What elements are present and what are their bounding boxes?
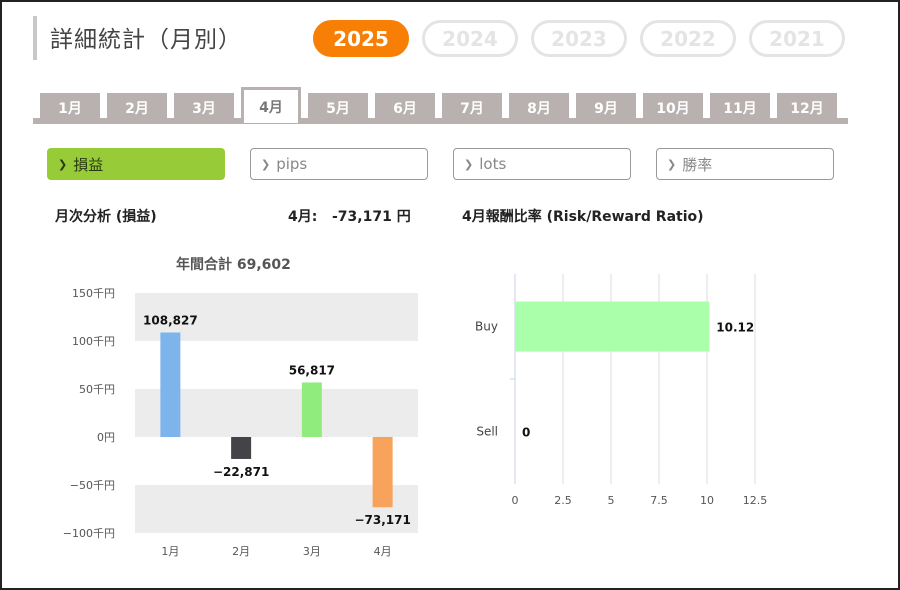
year-button-2021[interactable]: 2021 — [749, 20, 845, 57]
chevron-right-icon: ❯ — [464, 157, 474, 171]
x-tick-label: 5 — [608, 494, 615, 507]
year-selector: 2025 2024 2023 2022 2021 — [313, 20, 845, 57]
x-tick-label: 0 — [512, 494, 519, 507]
title-accent-bar — [33, 16, 37, 60]
metric-tab-winrate[interactable]: ❯ 勝率 — [656, 148, 834, 180]
tab-month-6[interactable]: 6月 — [375, 93, 435, 123]
bar-2月 — [231, 437, 252, 459]
tab-month-3[interactable]: 3月 — [174, 93, 234, 123]
monthly-analysis-label: 月次分析 (損益) — [55, 209, 157, 225]
chevron-right-icon: ❯ — [667, 157, 677, 171]
tab-month-9[interactable]: 9月 — [576, 93, 636, 123]
chart-title: 年間合計 69,602 — [176, 257, 291, 273]
tab-month-12[interactable]: 12月 — [777, 93, 837, 123]
metric-tabs: ❯ 損益 ❯ pips ❯ lots ❯ 勝率 — [47, 148, 834, 180]
month-tabs: 1月 2月 3月 4月 5月 6月 7月 8月 9月 10月 11月 12月 — [40, 87, 837, 123]
y-tick-label: 0円 — [97, 431, 115, 444]
chevron-right-icon: ❯ — [58, 157, 68, 171]
x-tick-label: 12.5 — [743, 494, 768, 507]
month-tabs-baseline — [33, 118, 848, 124]
metric-tab-label: 勝率 — [682, 155, 713, 174]
bar-Buy — [515, 301, 710, 352]
tab-month-10[interactable]: 10月 — [643, 93, 703, 123]
bar-1月 — [160, 332, 181, 437]
tab-month-4[interactable]: 4月 — [241, 87, 301, 123]
y-tick-label: 50千円 — [79, 383, 115, 396]
tab-month-2[interactable]: 2月 — [107, 93, 167, 123]
y-tick-label: −50千円 — [70, 479, 115, 492]
risk-reward-chart: 0 2.5 5 7.5 10 12.5 Buy 10.12 Sell 0 — [475, 274, 768, 507]
data-label: 108,827 — [143, 314, 198, 328]
y-tick-label: −100千円 — [63, 527, 115, 540]
x-tick-label: 4月 — [374, 545, 392, 558]
current-month-label: 4月: — [288, 209, 318, 225]
metric-tab-lots[interactable]: ❯ lots — [453, 148, 631, 180]
current-month-value: -73,171 円 — [332, 209, 411, 225]
y-tick-label: 100千円 — [72, 335, 115, 348]
data-label: −73,171 — [354, 513, 410, 527]
tab-month-8[interactable]: 8月 — [509, 93, 569, 123]
year-button-2022[interactable]: 2022 — [640, 20, 736, 57]
year-button-2024[interactable]: 2024 — [422, 20, 518, 57]
data-label: 10.12 — [716, 321, 754, 335]
waterfall-chart: 150千円 100千円 50千円 0円 −50千円 −100千円 108,827 1月 −22,… — [63, 287, 418, 558]
ratio-section-label: 4月報酬比率 (Risk/Reward Ratio) — [462, 209, 704, 225]
grid-band — [135, 485, 418, 533]
metric-tab-label: 損益 — [73, 155, 104, 174]
x-tick-label: 10 — [700, 494, 714, 507]
tab-month-11[interactable]: 11月 — [710, 93, 770, 123]
data-label: 0 — [522, 426, 530, 440]
data-label: 56,817 — [289, 363, 335, 377]
metric-tab-pips[interactable]: ❯ pips — [250, 148, 428, 180]
bar-3月 — [301, 382, 322, 437]
year-button-2023[interactable]: 2023 — [531, 20, 627, 57]
y-tick-label: Buy — [475, 320, 498, 334]
data-label: −22,871 — [213, 465, 269, 479]
x-tick-label: 7.5 — [650, 494, 668, 507]
x-tick-label: 3月 — [303, 545, 321, 558]
page-title: 詳細統計（月別） — [50, 27, 242, 53]
metric-tab-label: lots — [479, 155, 507, 173]
grid-band — [135, 293, 418, 341]
metric-tab-profit[interactable]: ❯ 損益 — [47, 148, 225, 180]
y-tick-label: 150千円 — [72, 287, 115, 300]
tab-month-1[interactable]: 1月 — [40, 93, 100, 123]
tab-month-7[interactable]: 7月 — [442, 93, 502, 123]
metric-tab-label: pips — [276, 155, 308, 173]
chevron-right-icon: ❯ — [261, 157, 271, 171]
tab-month-5[interactable]: 5月 — [308, 93, 368, 123]
x-tick-label: 2月 — [232, 545, 250, 558]
bar-4月 — [372, 437, 393, 508]
year-button-2025[interactable]: 2025 — [313, 20, 409, 57]
x-tick-label: 2.5 — [554, 494, 572, 507]
grid-band — [135, 389, 418, 437]
x-tick-label: 1月 — [161, 545, 179, 558]
y-tick-label: Sell — [476, 425, 498, 439]
